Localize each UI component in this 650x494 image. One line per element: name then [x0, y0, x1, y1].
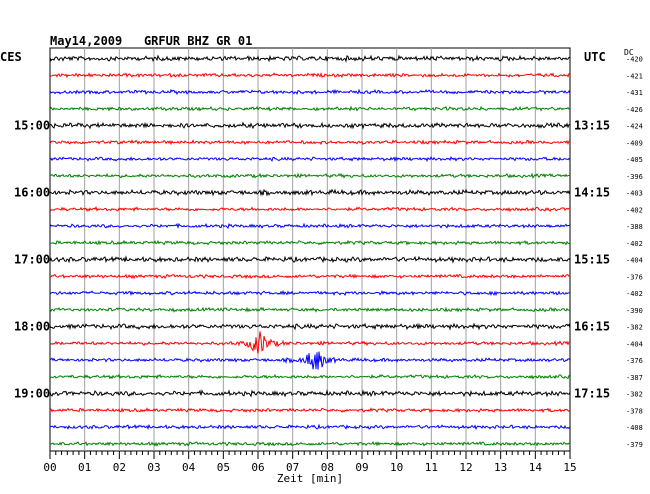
dc-offset-label: -421: [626, 72, 643, 80]
dc-offset-label: -390: [626, 307, 643, 315]
dc-offset-label: -420: [626, 56, 643, 64]
left-time-label: 18:00: [14, 320, 50, 334]
seismic-trace-24: [49, 441, 571, 447]
dc-offset-label: -403: [626, 190, 643, 198]
x-tick-label-12: 12: [459, 461, 472, 474]
x-tick-label-07: 07: [286, 461, 299, 474]
left-time-label: 17:00: [14, 253, 50, 267]
x-tick-label-10: 10: [390, 461, 403, 474]
seismic-trace-13: [49, 255, 571, 264]
seismic-trace-8: [49, 172, 570, 179]
dc-offset-label: -431: [626, 89, 643, 97]
seismic-trace-16: [49, 306, 571, 313]
left-time-label: 16:00: [14, 186, 50, 200]
seismic-trace-5: [49, 121, 571, 130]
seismic-trace-4: [49, 105, 571, 112]
left-time-label: 15:00: [14, 119, 50, 133]
seismic-trace-9: [49, 188, 571, 197]
seismic-trace-11: [49, 222, 571, 230]
seismic-trace-1: [49, 54, 571, 63]
right-time-label: 17:15: [574, 387, 610, 401]
seismic-trace-23: [49, 423, 571, 431]
chart-title: May14,2009 GRFUR BHZ GR 01: [50, 34, 252, 48]
dc-offset-label: -396: [626, 173, 643, 181]
dc-offset-label: -409: [626, 139, 643, 147]
x-tick-label-02: 02: [113, 461, 126, 474]
dc-offset-label: -426: [626, 106, 643, 114]
x-tick-label-09: 09: [355, 461, 368, 474]
seismic-trace-21: [49, 388, 571, 398]
right-time-label: 16:15: [574, 320, 610, 334]
right-time-label: 15:15: [574, 253, 610, 267]
x-tick-label-13: 13: [494, 461, 507, 474]
dc-offset-label: -387: [626, 374, 643, 382]
dc-offset-label: -404: [626, 340, 643, 348]
right-time-label: 13:15: [574, 119, 610, 133]
x-tick-label-08: 08: [321, 461, 334, 474]
seismic-trace-14: [50, 273, 571, 280]
seismic-trace-7: [49, 156, 571, 163]
x-tick-label-05: 05: [217, 461, 230, 474]
x-tick-label-14: 14: [529, 461, 543, 474]
seismic-trace-3: [49, 88, 571, 96]
seismic-trace-6: [49, 139, 570, 146]
seismic-trace-12: [49, 239, 571, 246]
dc-offset-label: -378: [626, 407, 643, 415]
seismic-trace-19: [49, 351, 571, 370]
right-time-label: 14:15: [574, 186, 610, 200]
dc-offset-label: -376: [626, 357, 643, 365]
x-tick-label-03: 03: [147, 461, 160, 474]
seismic-trace-10: [49, 206, 571, 213]
right-timezone-label: UTC: [584, 50, 606, 64]
x-tick-label-01: 01: [78, 461, 91, 474]
dc-offset-label: -382: [626, 324, 643, 332]
seismic-trace-2: [49, 71, 571, 79]
dc-offset-label: -408: [626, 424, 643, 432]
left-timezone-label: CES: [0, 50, 22, 64]
left-time-label: 19:00: [14, 387, 50, 401]
dc-offset-label: -402: [626, 206, 643, 214]
x-tick-label-00: 00: [43, 461, 56, 474]
dc-offset-label: -379: [626, 441, 643, 449]
seismic-trace-20: [49, 373, 571, 380]
x-tick-label-11: 11: [425, 461, 438, 474]
x-tick-label-04: 04: [182, 461, 196, 474]
dc-offset-label: -424: [626, 123, 643, 131]
seismic-trace-15: [49, 289, 571, 297]
dc-offset-label: -382: [626, 391, 643, 399]
dc-offset-label: -376: [626, 273, 643, 281]
x-tick-label-06: 06: [251, 461, 264, 474]
dc-offset-label: -405: [626, 156, 643, 164]
dc-offset-label: -404: [626, 257, 643, 265]
x-tick-label-15: 15: [563, 461, 576, 474]
dc-header-label: DC: [624, 48, 634, 57]
dc-offset-label: -402: [626, 290, 643, 298]
seismic-trace-18: [49, 331, 571, 354]
station-label: GRFUR BHZ GR 01: [143, 34, 253, 48]
dc-offset-label: -402: [626, 240, 643, 248]
seismic-trace-17: [49, 322, 571, 331]
date-label: May14,2009: [50, 34, 123, 48]
seismic-trace-22: [49, 407, 571, 414]
dc-offset-label: -388: [626, 223, 643, 231]
x-axis-label: Zeit [min]: [277, 472, 343, 485]
